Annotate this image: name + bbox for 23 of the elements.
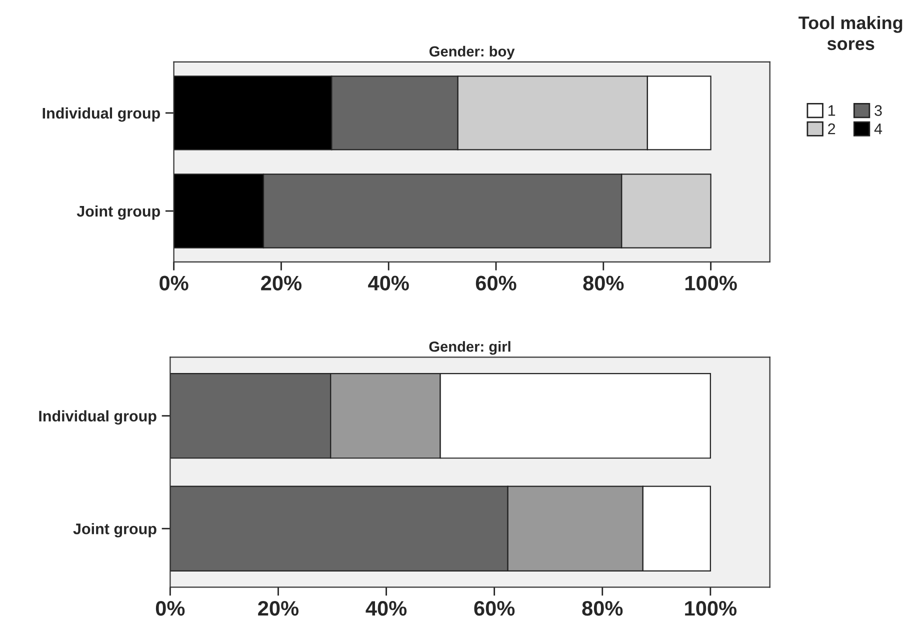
legend-label: 4 — [874, 124, 882, 134]
x-tick-label: 20% — [261, 276, 302, 290]
legend-title: Tool making sores — [798, 16, 902, 50]
y-tick-label: Individual group — [42, 107, 160, 122]
legend-label: 3 — [874, 105, 882, 116]
x-tick-label: 60% — [476, 276, 516, 290]
y-tick-label: Individual group — [39, 410, 156, 425]
x-tick-label: 80% — [583, 276, 624, 290]
x-tick-label: 100% — [685, 276, 737, 290]
x-tick-label: 40% — [366, 600, 407, 616]
legend-label: 1 — [828, 105, 836, 116]
x-tick-label: 0% — [160, 276, 188, 290]
y-tick-label: Joint group — [76, 205, 160, 220]
x-tick-label: 100% — [685, 600, 737, 616]
y-tick-label: Joint group — [73, 523, 156, 538]
x-tick-label: 0% — [156, 600, 185, 616]
x-tick-label: 20% — [258, 600, 299, 616]
legend-label: 2 — [828, 123, 836, 134]
chart-title: Gender: boy — [429, 46, 515, 60]
x-tick-label: 60% — [474, 600, 515, 616]
chart-title: Gender: girl — [429, 341, 510, 355]
x-tick-label: 80% — [582, 600, 623, 616]
x-tick-label: 40% — [368, 276, 409, 290]
